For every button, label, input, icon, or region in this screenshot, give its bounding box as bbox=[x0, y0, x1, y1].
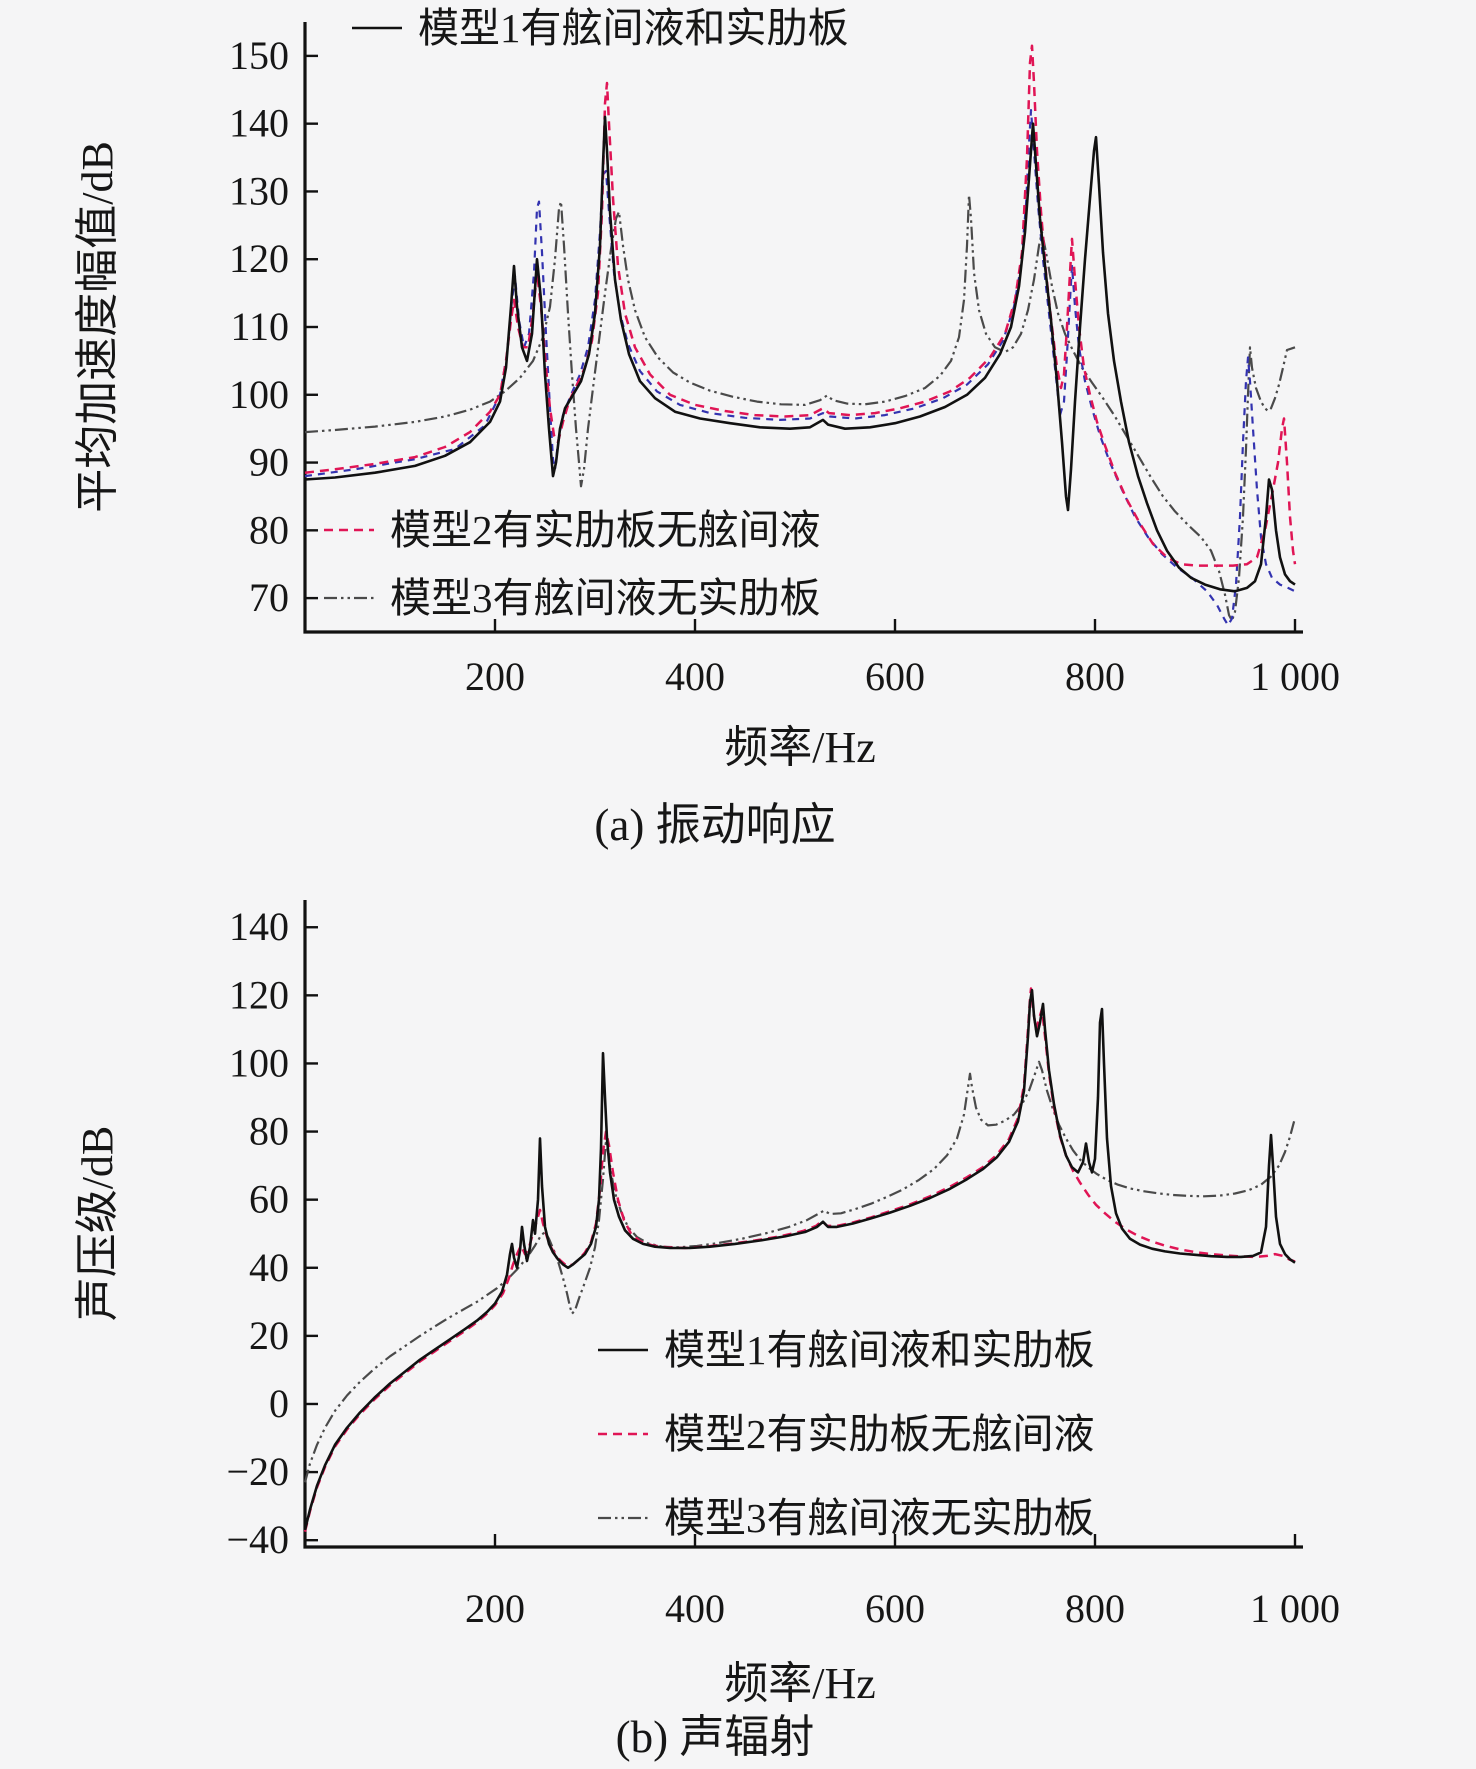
y-tick-label: 140 bbox=[229, 904, 289, 949]
y-tick-label: 90 bbox=[249, 440, 289, 485]
y-tick-label: 60 bbox=[249, 1177, 289, 1222]
y-tick-label: 70 bbox=[249, 575, 289, 620]
y-tick-label: 80 bbox=[249, 507, 289, 552]
legend-label-model3: 模型3有舷间液无实肋板 bbox=[390, 575, 821, 621]
y-tick-label: 100 bbox=[229, 372, 289, 417]
x-tick-label: 800 bbox=[1065, 654, 1125, 699]
y-tick-label: 150 bbox=[229, 33, 289, 78]
y-tick-label: 120 bbox=[229, 972, 289, 1017]
y-tick-label: −20 bbox=[226, 1449, 289, 1494]
x-tick-label: 600 bbox=[865, 1586, 925, 1631]
x-tick-label: 600 bbox=[865, 654, 925, 699]
y-tick-label: 100 bbox=[229, 1040, 289, 1085]
chart-caption: (b) 声辐射 bbox=[616, 1712, 815, 1762]
vibration-response-chart: 150 140 130 120 110 100 90 80 70 200 400 600 800 1 00… bbox=[73, 5, 1340, 850]
y-tick-label: −40 bbox=[226, 1517, 289, 1562]
series-extra_blue bbox=[304, 109, 1296, 627]
legend-label-model3: 模型3有舷间液无实肋板 bbox=[664, 1495, 1095, 1541]
series-model3 bbox=[304, 193, 1296, 622]
y-tick-label: 120 bbox=[229, 236, 289, 281]
legend-label-model1: 模型1有舷间液和实肋板 bbox=[418, 5, 849, 51]
x-tick-label: 1 000 bbox=[1250, 1586, 1340, 1631]
y-axis-title: 平均加速度幅值/dB bbox=[73, 141, 122, 513]
y-tick-label: 140 bbox=[229, 101, 289, 146]
legend-label-model1: 模型1有舷间液和实肋板 bbox=[664, 1327, 1095, 1373]
series-model1 bbox=[303, 988, 1296, 1531]
y-tick-label: 130 bbox=[229, 168, 289, 213]
x-axis-title: 频率/Hz bbox=[724, 1659, 876, 1708]
x-axis-title: 频率/Hz bbox=[724, 723, 876, 772]
x-tick-label: 800 bbox=[1065, 1586, 1125, 1631]
y-tick-label: 20 bbox=[249, 1313, 289, 1358]
y-tick-label: 80 bbox=[249, 1109, 289, 1154]
x-tick-label: 200 bbox=[465, 1586, 525, 1631]
y-tick-label: 110 bbox=[230, 304, 289, 349]
y-axis-title: 声压级/dB bbox=[73, 1126, 122, 1322]
axes bbox=[303, 900, 1303, 1549]
chart-caption: (a) 振动响应 bbox=[594, 800, 835, 850]
x-tick-label: 400 bbox=[665, 1586, 725, 1631]
legend-label-model2: 模型2有实肋板无舷间液 bbox=[664, 1411, 1095, 1457]
axes bbox=[303, 22, 1303, 634]
x-tick-label: 200 bbox=[465, 654, 525, 699]
x-tick-label: 1 000 bbox=[1250, 654, 1340, 699]
series-model1 bbox=[304, 115, 1296, 593]
series-model2 bbox=[304, 44, 1297, 567]
x-tick-label: 400 bbox=[665, 654, 725, 699]
y-tick-label: 40 bbox=[249, 1245, 289, 1290]
y-tick-label: 0 bbox=[269, 1381, 289, 1426]
legend-label-model2: 模型2有实肋板无舷间液 bbox=[390, 507, 821, 553]
